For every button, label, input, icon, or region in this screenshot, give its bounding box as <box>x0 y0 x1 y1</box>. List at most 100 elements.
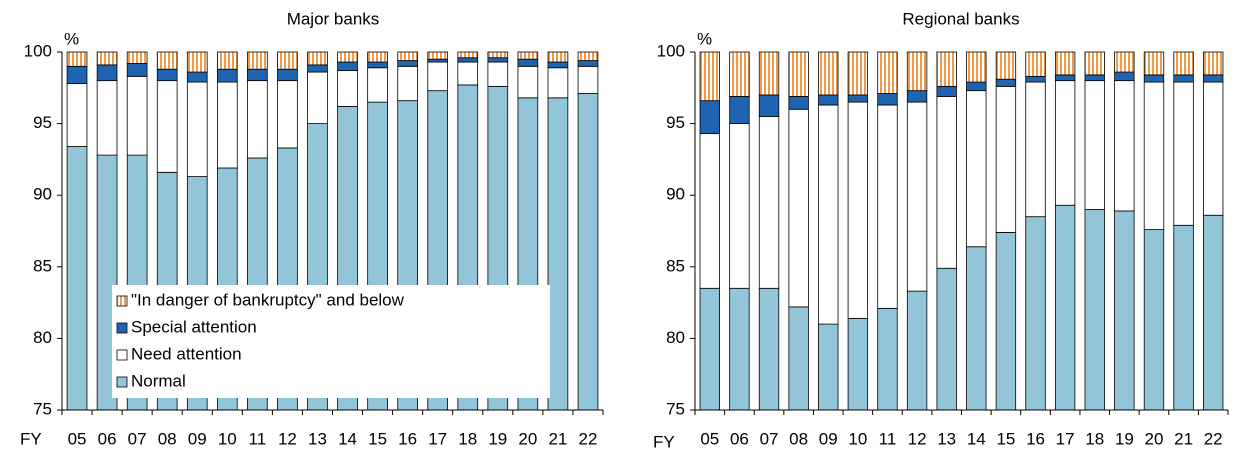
y-tick-label: 75 <box>666 399 685 418</box>
bar-segment <box>216 81 238 169</box>
bar-segment <box>906 90 928 103</box>
bar-segment <box>1114 80 1135 212</box>
x-tick-label: 12 <box>278 429 297 448</box>
bar-segment <box>729 287 750 411</box>
bar-segment <box>156 68 178 82</box>
bar-segment <box>758 94 780 117</box>
bar-segment <box>936 51 957 87</box>
bar-segment <box>847 94 869 103</box>
x-tick-label: 18 <box>1085 429 1104 448</box>
bar-segment <box>517 58 539 67</box>
bar-segment <box>966 81 987 92</box>
bar-segment <box>367 51 388 63</box>
bar-segment <box>247 51 268 70</box>
bar-segment <box>906 290 928 411</box>
legend-box <box>112 285 550 398</box>
x-tick-label: 15 <box>996 429 1015 448</box>
bar-segment <box>788 51 809 97</box>
x-tick-label: 21 <box>548 429 567 448</box>
x-tick-label: 22 <box>579 429 598 448</box>
bar-segment <box>547 97 569 411</box>
bar-segment <box>1084 80 1105 210</box>
y-tick-label: 80 <box>33 328 52 347</box>
y-tick-label: 100 <box>657 41 685 60</box>
x-tick-label: 09 <box>819 429 838 448</box>
x-tick-label: 06 <box>98 429 117 448</box>
bar-segment <box>216 68 238 83</box>
bar-segment <box>577 51 599 61</box>
bar-segment <box>96 51 118 66</box>
bar-segment <box>966 51 987 83</box>
bar-segment <box>877 51 898 94</box>
x-tick-label: 21 <box>1174 429 1193 448</box>
bar-segment <box>1114 51 1135 73</box>
bar-segment <box>1203 81 1224 216</box>
bar-segment <box>1203 51 1224 76</box>
bar-segment <box>277 68 298 82</box>
x-tick-label: 22 <box>1204 429 1223 448</box>
bar-segment <box>758 287 780 411</box>
bar-segment <box>277 51 298 70</box>
bar-segment <box>337 51 358 63</box>
bar-segment <box>936 95 957 269</box>
bar-segment <box>1084 74 1105 82</box>
x-tick-label: 10 <box>218 429 237 448</box>
bar-segment <box>966 90 987 248</box>
bar-segment <box>277 80 298 149</box>
bar-segment <box>517 65 539 99</box>
bar-segment <box>758 51 780 96</box>
bar-segment <box>186 51 208 73</box>
bar-segment <box>457 51 479 59</box>
y-unit: % <box>697 29 712 48</box>
bar-segment <box>818 323 839 411</box>
bar-segment <box>367 67 388 103</box>
bar-segment <box>577 93 599 411</box>
bar-segment <box>818 51 839 96</box>
bar-segment <box>729 123 750 289</box>
bar-segment <box>699 51 720 102</box>
bar-segment <box>367 61 388 69</box>
bar-segment <box>1054 204 1076 411</box>
y-unit: % <box>64 29 79 48</box>
x-tick-label: 20 <box>518 429 537 448</box>
bar-segment <box>547 61 569 69</box>
bar-segment <box>577 65 599 94</box>
chart-title: Major banks <box>287 9 380 28</box>
x-tick-label: 20 <box>1145 429 1164 448</box>
bar-segment <box>96 64 118 82</box>
bar-segment <box>1054 80 1076 206</box>
x-tick-label: 10 <box>848 429 867 448</box>
bar-segment <box>337 70 358 107</box>
x-tick-label: 19 <box>488 429 507 448</box>
bar-segment <box>758 116 780 289</box>
bar-segment <box>397 65 418 102</box>
bar-segment <box>729 95 750 124</box>
bar-segment <box>788 108 809 308</box>
x-tick-label: 07 <box>128 429 147 448</box>
bar-segment <box>156 51 178 70</box>
bar-segment <box>1025 216 1046 411</box>
bar-segment <box>66 65 88 84</box>
legend-label: Normal <box>131 371 186 390</box>
x-tick-label: 08 <box>158 429 177 448</box>
legend-label: "In danger of bankruptcy" and below <box>131 290 405 309</box>
bar-segment <box>729 51 750 97</box>
bar-segment <box>877 93 898 106</box>
x-label: FY <box>653 432 675 451</box>
bar-segment <box>307 51 328 66</box>
bar-segment <box>547 67 569 99</box>
bar-segment <box>487 57 509 63</box>
bar-segment <box>906 51 928 92</box>
bar-segment <box>995 232 1017 411</box>
bar-segment <box>818 94 839 106</box>
y-tick-label: 95 <box>33 113 52 132</box>
y-tick-label: 90 <box>33 185 52 204</box>
x-tick-label: 16 <box>1026 429 1045 448</box>
bar-segment <box>1173 224 1194 411</box>
bar-segment <box>1143 74 1165 83</box>
y-tick-label: 100 <box>24 41 52 60</box>
bar-segment <box>995 51 1017 80</box>
legend-label: Need attention <box>131 344 242 363</box>
bar-segment <box>1203 214 1224 411</box>
